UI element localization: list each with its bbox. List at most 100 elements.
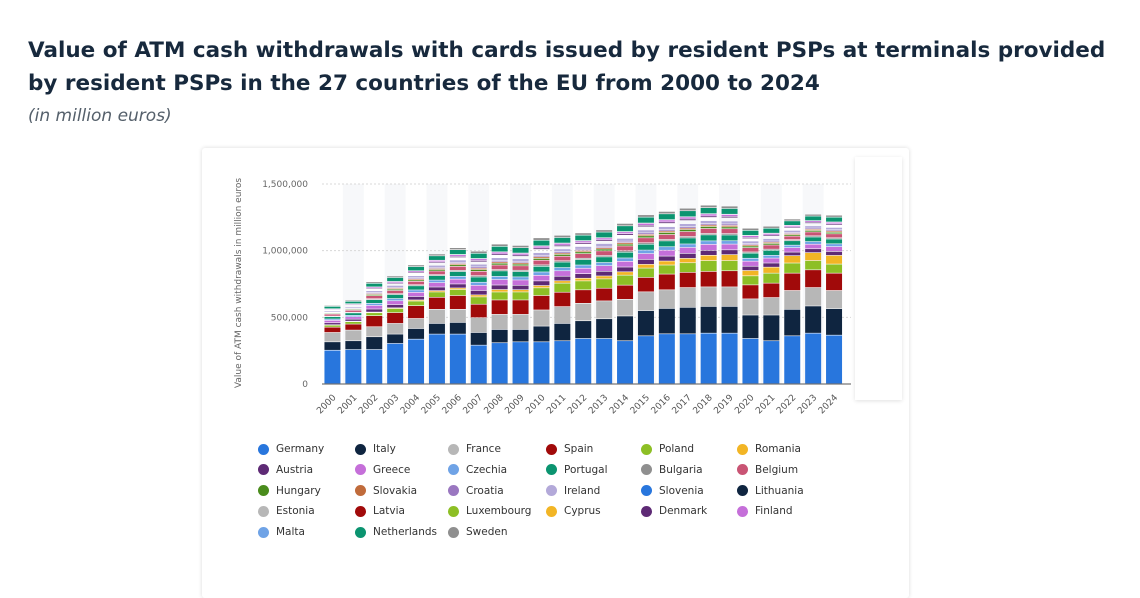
bar-segment-finland[interactable] — [742, 236, 758, 237]
bar-segment-finland[interactable] — [533, 246, 549, 247]
bar-segment-greece[interactable] — [429, 283, 445, 287]
bar-segment-ireland[interactable] — [366, 291, 382, 292]
bar-segment-spain[interactable] — [387, 313, 403, 323]
bar-segment-romania[interactable] — [826, 256, 842, 264]
bar-segment-finland[interactable] — [408, 271, 424, 272]
bar-segment-hungary[interactable] — [722, 227, 738, 228]
bar-segment-sweden[interactable] — [784, 219, 800, 220]
bar-segment-poland[interactable] — [345, 322, 361, 324]
bar-segment-france[interactable] — [784, 291, 800, 309]
bar-segment-belgium[interactable] — [513, 266, 529, 270]
bar-segment-denmark[interactable] — [701, 216, 717, 217]
bar-segment-portugal[interactable] — [617, 253, 633, 258]
bar-segment-czechia[interactable] — [659, 247, 675, 250]
bar-segment-austria[interactable] — [784, 252, 800, 255]
bar-segment-italy[interactable] — [596, 319, 612, 338]
bar-segment-poland[interactable] — [826, 264, 842, 272]
bar-segment-italy[interactable] — [805, 306, 821, 333]
bar-segment-netherlands[interactable] — [471, 254, 487, 259]
bar-segment-czechia[interactable] — [575, 265, 591, 268]
bar-segment-finland[interactable] — [575, 241, 591, 242]
bar-segment-greece[interactable] — [763, 258, 779, 262]
legend-item-romania[interactable]: Romania — [737, 443, 801, 455]
bar-segment-france[interactable] — [471, 318, 487, 332]
bar-segment-austria[interactable] — [826, 252, 842, 255]
legend-item-estonia[interactable]: Estonia — [258, 505, 315, 517]
bar-segment-belgium[interactable] — [617, 246, 633, 250]
bar-segment-ireland[interactable] — [324, 311, 340, 312]
bar-segment-spain[interactable] — [408, 306, 424, 318]
bar-segment-italy[interactable] — [554, 324, 570, 341]
bar-segment-sweden[interactable] — [805, 215, 821, 216]
bar-segment-france[interactable] — [763, 298, 779, 315]
bar-segment-belgium[interactable] — [638, 238, 654, 242]
bar-segment-italy[interactable] — [387, 334, 403, 343]
bar-segment-netherlands[interactable] — [492, 247, 508, 252]
bar-segment-france[interactable] — [617, 300, 633, 316]
bar-segment-italy[interactable] — [366, 337, 382, 349]
bar-segment-germany[interactable] — [659, 334, 675, 383]
bar-segment-italy[interactable] — [408, 329, 424, 339]
bar-segment-greece[interactable] — [617, 262, 633, 267]
legend-item-luxembourg[interactable]: Luxembourg — [448, 505, 531, 517]
bar-segment-poland[interactable] — [471, 297, 487, 304]
bar-segment-slovakia[interactable] — [471, 269, 487, 270]
bar-segment-austria[interactable] — [742, 267, 758, 271]
bar-segment-portugal[interactable] — [429, 276, 445, 280]
legend-item-slovakia[interactable]: Slovakia — [355, 485, 417, 497]
bar-segment-spain[interactable] — [784, 273, 800, 290]
bar-segment-italy[interactable] — [826, 309, 842, 335]
bar-segment-greece[interactable] — [722, 244, 738, 249]
bar-segment-bulgaria[interactable] — [471, 276, 487, 277]
bar-segment-denmark[interactable] — [596, 240, 612, 241]
bar-segment-poland[interactable] — [533, 288, 549, 295]
bar-segment-ireland[interactable] — [554, 249, 570, 251]
bar-segment-greece[interactable] — [408, 293, 424, 297]
bar-segment-germany[interactable] — [722, 333, 738, 383]
bar-segment-portugal[interactable] — [450, 272, 466, 276]
bar-segment-slovakia[interactable] — [701, 225, 717, 226]
bar-segment-czechia[interactable] — [784, 245, 800, 247]
bar-segment-hungary[interactable] — [659, 233, 675, 234]
bar-segment-sweden[interactable] — [366, 282, 382, 283]
bar-segment-czechia[interactable] — [533, 272, 549, 275]
bar-segment-finland[interactable] — [450, 255, 466, 256]
bar-segment-spain[interactable] — [554, 293, 570, 307]
bar-segment-poland[interactable] — [366, 313, 382, 315]
bar-segment-germany[interactable] — [450, 334, 466, 383]
bar-segment-belgium[interactable] — [763, 245, 779, 249]
bar-segment-portugal[interactable] — [701, 235, 717, 240]
bar-segment-greece[interactable] — [533, 276, 549, 281]
bar-segment-spain[interactable] — [617, 285, 633, 299]
bar-segment-hungary[interactable] — [805, 231, 821, 232]
bar-segment-germany[interactable] — [680, 334, 696, 383]
bar-segment-greece[interactable] — [492, 280, 508, 285]
bar-segment-hungary[interactable] — [575, 252, 591, 253]
bar-segment-belgium[interactable] — [387, 291, 403, 294]
bar-segment-ireland[interactable] — [701, 221, 717, 223]
bar-segment-sweden[interactable] — [722, 206, 738, 208]
bar-segment-croatia[interactable] — [826, 230, 842, 231]
bar-segment-netherlands[interactable] — [387, 278, 403, 281]
bar-segment-spain[interactable] — [742, 285, 758, 298]
bar-segment-greece[interactable] — [596, 266, 612, 271]
bar-segment-germany[interactable] — [429, 334, 445, 383]
bar-segment-spain[interactable] — [345, 324, 361, 329]
bar-segment-belgium[interactable] — [471, 272, 487, 276]
bar-segment-italy[interactable] — [638, 311, 654, 336]
bar-segment-hungary[interactable] — [763, 244, 779, 245]
bar-segment-czechia[interactable] — [701, 241, 717, 244]
bar-segment-portugal[interactable] — [638, 245, 654, 250]
bar-segment-denmark[interactable] — [617, 234, 633, 235]
bar-segment-croatia[interactable] — [722, 224, 738, 225]
bar-segment-poland[interactable] — [805, 261, 821, 270]
bar-segment-ireland[interactable] — [784, 231, 800, 233]
bar-segment-ireland[interactable] — [805, 226, 821, 228]
legend-item-poland[interactable]: Poland — [641, 443, 694, 455]
bar-segment-france[interactable] — [345, 330, 361, 340]
bar-segment-netherlands[interactable] — [450, 250, 466, 254]
bar-segment-austria[interactable] — [680, 254, 696, 258]
bar-segment-austria[interactable] — [408, 297, 424, 300]
bar-segment-sweden[interactable] — [617, 224, 633, 226]
bar-segment-austria[interactable] — [805, 249, 821, 252]
